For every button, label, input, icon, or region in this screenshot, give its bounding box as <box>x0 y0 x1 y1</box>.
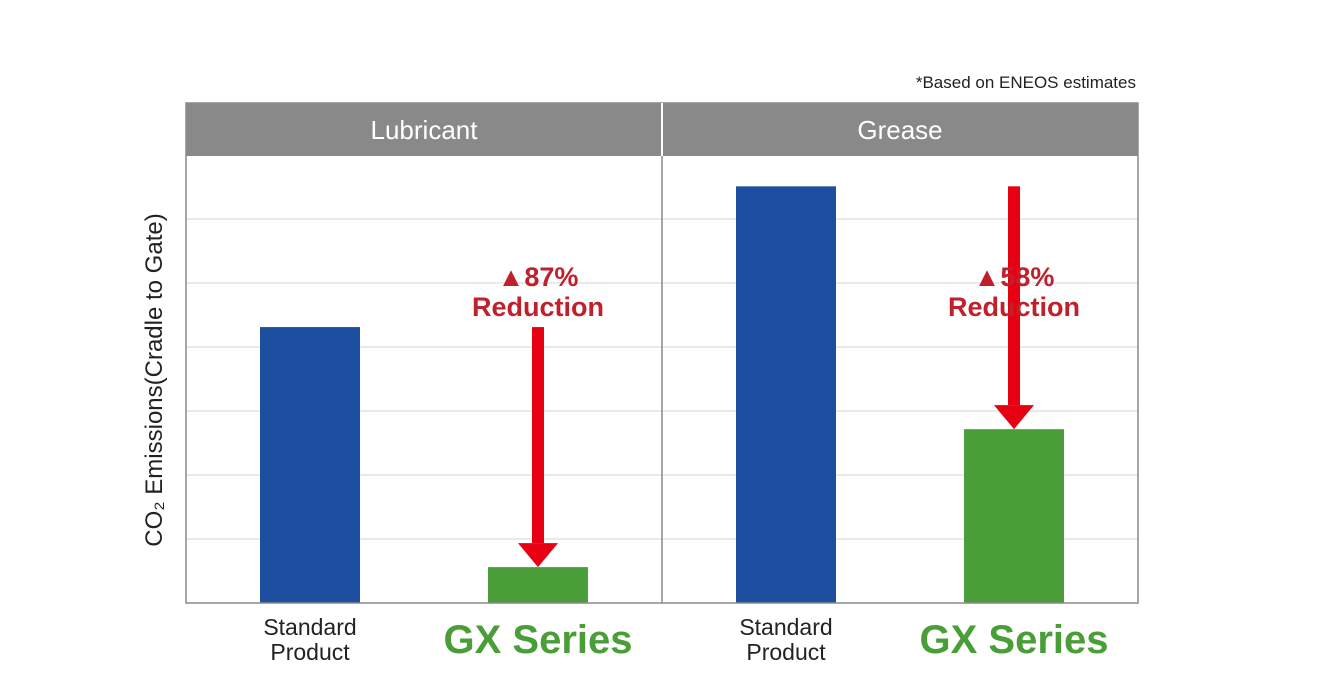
reduction-arrow-head <box>518 543 558 568</box>
reduction-percent: ▲58% <box>974 262 1055 292</box>
bar-gx-series <box>964 429 1064 603</box>
panel-title: Grease <box>857 115 942 145</box>
estimate-note: *Based on ENEOS estimates <box>916 73 1136 92</box>
reduction-label: Reduction <box>472 292 604 322</box>
category-label-standard: Standard <box>739 614 832 640</box>
category-label-standard: Product <box>746 639 826 665</box>
bar-gx-series <box>488 567 588 603</box>
bar-standard-product <box>260 327 360 603</box>
reduction-label: Reduction <box>948 292 1080 322</box>
y-axis-label: CO₂ Emissions(Cradle to Gate) <box>141 213 168 546</box>
reduction-arrow-head <box>994 405 1034 430</box>
panel-header <box>662 103 1138 156</box>
reduction-arrow-shaft <box>1008 186 1020 406</box>
category-label-standard: Standard <box>263 614 356 640</box>
panel-title: Lubricant <box>371 115 479 145</box>
reduction-percent: ▲87% <box>498 262 579 292</box>
category-label-standard: Product <box>270 639 350 665</box>
reduction-arrow-shaft <box>532 327 544 544</box>
category-label-gx-series: GX Series <box>919 618 1108 662</box>
panel-header <box>186 103 662 156</box>
category-label-gx-series: GX Series <box>443 618 632 662</box>
bar-standard-product <box>736 186 836 603</box>
